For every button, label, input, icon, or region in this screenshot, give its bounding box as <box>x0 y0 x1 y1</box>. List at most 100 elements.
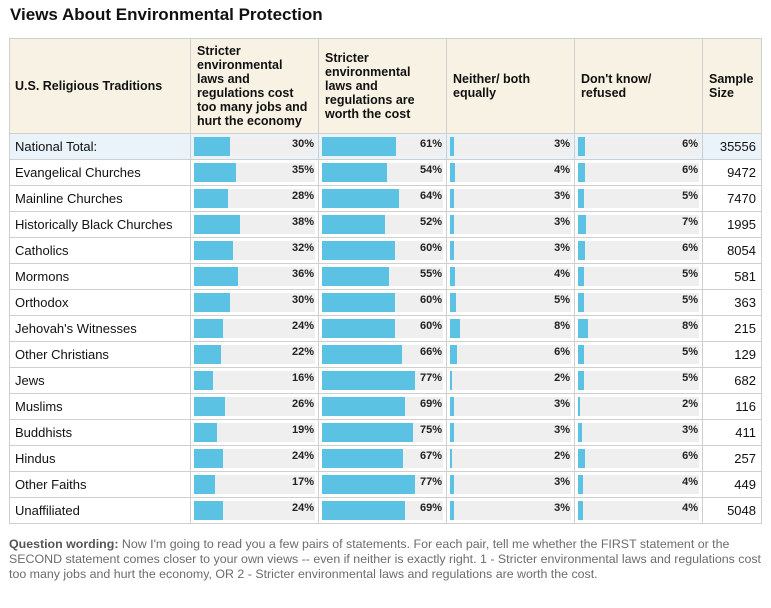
dont-know-cell: 7% <box>574 211 703 238</box>
dont-know-cell: 3% <box>574 419 703 446</box>
neither-value-label: 4% <box>554 164 570 176</box>
dont-know-bar-track <box>578 293 699 312</box>
neither-cell: 4% <box>446 263 575 290</box>
worth-cost-cell: 75% <box>318 419 447 446</box>
neither-cell: 3% <box>446 133 575 160</box>
worth-cost-bar-track <box>322 293 443 312</box>
dont-know-value-label: 6% <box>682 138 698 150</box>
dont-know-value-label: 5% <box>682 190 698 202</box>
results-table: U.S. Religious Traditions Stricter envir… <box>9 38 762 524</box>
dont-know-value-label: 6% <box>682 164 698 176</box>
cost-jobs-bar-track <box>194 163 315 182</box>
worth-cost-bar <box>322 345 402 364</box>
dont-know-value-label: 3% <box>682 424 698 436</box>
worth-cost-cell: 60% <box>318 315 447 342</box>
worth-cost-bar-track <box>322 241 443 260</box>
neither-bar <box>450 293 457 312</box>
cost-jobs-bar-track <box>194 189 315 208</box>
neither-bar <box>450 397 454 416</box>
table-row: Other Faiths 17% 77% 3% 4% 449 <box>9 471 762 498</box>
sample-size-cell: 8054 <box>702 237 762 264</box>
cost-jobs-bar <box>194 319 224 338</box>
neither-value-label: 3% <box>554 476 570 488</box>
cost-jobs-value-label: 17% <box>291 476 314 488</box>
cost-jobs-value-label: 19% <box>291 424 314 436</box>
dont-know-bar <box>578 319 588 338</box>
cost-jobs-bar <box>194 267 238 286</box>
neither-cell: 8% <box>446 315 575 342</box>
worth-cost-bar <box>322 189 400 208</box>
dont-know-value-label: 2% <box>682 398 698 410</box>
table-row: Evangelical Churches 35% 54% 4% 6% 9472 <box>9 159 762 186</box>
neither-bar-track <box>450 371 571 390</box>
neither-bar-track <box>450 319 571 338</box>
cost-jobs-bar <box>194 397 226 416</box>
dont-know-bar <box>578 397 581 416</box>
cost-jobs-bar-track <box>194 267 315 286</box>
worth-cost-bar <box>322 475 416 494</box>
dont-know-value-label: 5% <box>682 372 698 384</box>
neither-bar <box>450 267 455 286</box>
worth-cost-cell: 54% <box>318 159 447 186</box>
worth-cost-bar-track <box>322 319 443 338</box>
neither-cell: 3% <box>446 471 575 498</box>
neither-value-label: 2% <box>554 372 570 384</box>
worth-cost-value-label: 55% <box>419 268 442 280</box>
worth-cost-bar <box>322 423 413 442</box>
column-header-traditions: U.S. Religious Traditions <box>9 38 191 134</box>
dont-know-bar-track <box>578 475 699 494</box>
neither-cell: 3% <box>446 185 575 212</box>
table-row: Muslims 26% 69% 3% 2% 116 <box>9 393 762 420</box>
worth-cost-bar-track <box>322 475 443 494</box>
dont-know-bar-track <box>578 163 699 182</box>
cost-jobs-value-label: 24% <box>291 502 314 514</box>
dont-know-bar <box>578 137 586 156</box>
neither-cell: 6% <box>446 341 575 368</box>
cost-jobs-bar-track <box>194 423 315 442</box>
worth-cost-value-label: 77% <box>419 476 442 488</box>
worth-cost-cell: 69% <box>318 393 447 420</box>
worth-cost-cell: 77% <box>318 367 447 394</box>
dont-know-cell: 2% <box>574 393 703 420</box>
cost-jobs-bar <box>194 293 231 312</box>
neither-cell: 2% <box>446 445 575 472</box>
dont-know-value-label: 5% <box>682 268 698 280</box>
neither-value-label: 3% <box>554 424 570 436</box>
worth-cost-value-label: 52% <box>419 216 442 228</box>
neither-cell: 3% <box>446 237 575 264</box>
sample-size-cell: 411 <box>702 419 762 446</box>
neither-value-label: 3% <box>554 502 570 514</box>
dont-know-bar-track <box>578 319 699 338</box>
cost-jobs-cell: 26% <box>190 393 319 420</box>
neither-bar <box>450 319 460 338</box>
worth-cost-value-label: 60% <box>419 242 442 254</box>
cost-jobs-bar-track <box>194 319 315 338</box>
dont-know-cell: 5% <box>574 185 703 212</box>
row-label: Jehovah's Witnesses <box>9 315 191 342</box>
cost-jobs-value-label: 24% <box>291 320 314 332</box>
row-label: Other Christians <box>9 341 191 368</box>
row-label: Historically Black Churches <box>9 211 191 238</box>
sample-size-cell: 257 <box>702 445 762 472</box>
cost-jobs-bar <box>194 371 214 390</box>
neither-value-label: 8% <box>554 320 570 332</box>
column-header-sample-size: Sample Size <box>702 38 762 134</box>
dont-know-bar <box>578 475 583 494</box>
dont-know-bar-track <box>578 449 699 468</box>
row-label: National Total: <box>9 133 191 160</box>
worth-cost-bar-track <box>322 137 443 156</box>
cost-jobs-cell: 28% <box>190 185 319 212</box>
sample-size-cell: 215 <box>702 315 762 342</box>
worth-cost-bar-track <box>322 163 443 182</box>
neither-bar-track <box>450 215 571 234</box>
neither-bar <box>450 475 454 494</box>
dont-know-bar <box>578 215 587 234</box>
neither-bar-track <box>450 189 571 208</box>
cost-jobs-bar <box>194 241 233 260</box>
worth-cost-value-label: 61% <box>419 138 442 150</box>
cost-jobs-bar-track <box>194 345 315 364</box>
neither-bar <box>450 215 454 234</box>
neither-value-label: 3% <box>554 190 570 202</box>
neither-cell: 3% <box>446 393 575 420</box>
dont-know-cell: 8% <box>574 315 703 342</box>
